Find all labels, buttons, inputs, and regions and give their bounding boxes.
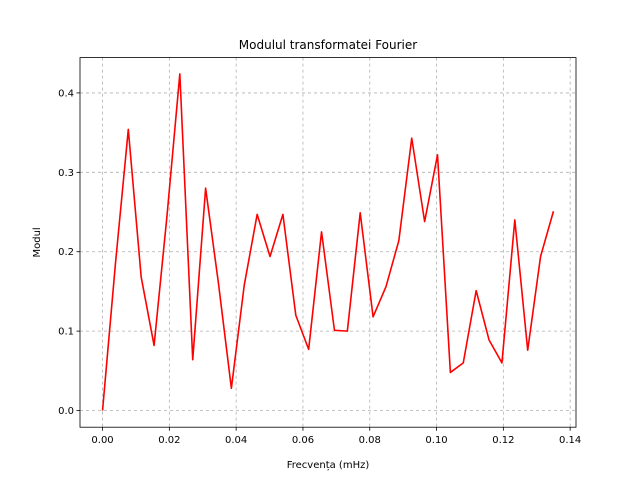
y-tick-label: 0.3 xyxy=(58,168,74,179)
grid xyxy=(80,57,576,428)
y-tick-label: 0.0 xyxy=(58,406,74,417)
y-tick-label: 0.2 xyxy=(58,247,74,258)
axes-frame xyxy=(79,57,577,428)
y-axis: 0.0 0.1 0.2 0.3 0.4 xyxy=(58,88,80,417)
x-tick-label: 0.08 xyxy=(359,435,381,446)
x-tick-label: 0.12 xyxy=(492,435,514,446)
x-tick-label: 0.00 xyxy=(91,435,113,446)
chart-title: Modulul transformatei Fourier xyxy=(239,38,417,52)
plot-area xyxy=(101,73,555,411)
x-tick-label: 0.04 xyxy=(225,435,247,446)
x-axis: 0.00 0.02 0.04 0.06 0.08 0.10 0.12 0.14 xyxy=(91,427,581,446)
y-tick-label: 0.1 xyxy=(58,327,74,338)
series-line xyxy=(101,73,555,411)
x-tick-label: 0.14 xyxy=(559,435,581,446)
x-tick-label: 0.06 xyxy=(292,435,314,446)
x-axis-label: Frecvența (mHz) xyxy=(287,460,370,471)
y-tick-label: 0.4 xyxy=(58,88,74,99)
y-axis-label: Modul xyxy=(32,227,43,257)
x-tick-label: 0.10 xyxy=(425,435,447,446)
x-tick-label: 0.02 xyxy=(158,435,180,446)
